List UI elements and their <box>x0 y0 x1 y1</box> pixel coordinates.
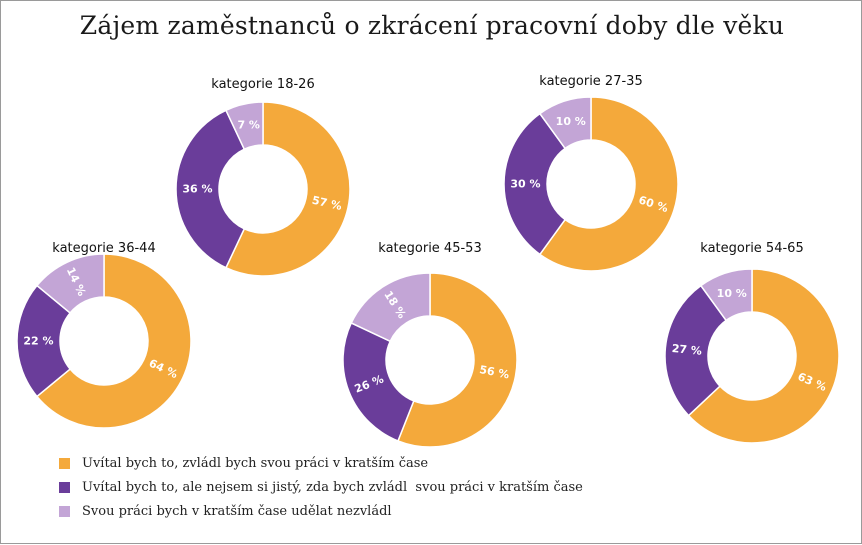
donut-chart: 60 %30 %10 %kategorie 27-35 <box>503 74 679 272</box>
legend-label: Uvítal bych to, ale nejsem si jistý, zda… <box>82 479 583 495</box>
legend-label: Svou práci bych v kratším čase udělat ne… <box>82 503 392 519</box>
donut-slice <box>224 101 264 151</box>
donut-slice <box>342 321 415 442</box>
legend-swatch <box>59 457 70 469</box>
legend-item: Svou práci bych v kratším čase udělat ne… <box>59 499 583 523</box>
slice-value-label: 56 % <box>478 363 510 381</box>
chart-category-label: kategorie 18-26 <box>211 77 314 92</box>
slice-value-label: 22 % <box>23 335 53 348</box>
legend-label: Uvítal bych to, zvládl bych svou práci v… <box>82 455 429 471</box>
donut-slice <box>350 272 431 343</box>
donut-slice <box>538 96 679 272</box>
donut-slice <box>687 268 840 444</box>
donut-slice <box>35 253 105 315</box>
slice-value-label: 36 % <box>182 183 212 196</box>
slice-value-label: 10 % <box>717 287 747 300</box>
legend-swatch <box>59 505 70 517</box>
donut-slice <box>224 101 351 277</box>
legend: Uvítal bych to, zvládl bych svou práci v… <box>59 451 583 523</box>
chart-category-label: kategorie 54-65 <box>700 241 803 256</box>
slice-value-label: 7 % <box>237 119 260 132</box>
donut-chart: 63 %27 %10 %kategorie 54-65 <box>664 241 840 444</box>
slice-value-label: 57 % <box>311 194 343 213</box>
donut-chart: 57 % 36 % 7 % kategorie 18-26 <box>175 77 351 277</box>
chart-title: Zájem zaměstnanců o zkrácení pracovní do… <box>79 11 785 40</box>
chart-category-label: kategorie 45-53 <box>378 241 481 256</box>
legend-item: Uvítal bych to, zvládl bych svou práci v… <box>59 451 583 475</box>
slice-value-label: 27 % <box>671 342 702 358</box>
chart-category-label: kategorie 36-44 <box>52 241 155 256</box>
donut-slice <box>175 109 246 269</box>
legend-item: Uvítal bych to, ale nejsem si jistý, zda… <box>59 475 583 499</box>
donut-slice <box>396 272 518 448</box>
donut-slice <box>35 253 192 429</box>
legend-swatch <box>59 481 70 493</box>
donut-slice <box>699 268 753 322</box>
donut-chart: 64 %22 %14 %kategorie 36-44 <box>16 241 192 429</box>
slice-value-label: 10 % <box>556 115 586 128</box>
donut-slice <box>538 96 592 150</box>
donut-chart: 56 %26 %18 %kategorie 45-53 <box>342 241 518 448</box>
donut-slice <box>503 112 567 256</box>
chart-category-label: kategorie 27-35 <box>539 74 642 89</box>
donut-slice <box>664 284 728 417</box>
slice-value-label: 30 % <box>510 178 540 191</box>
